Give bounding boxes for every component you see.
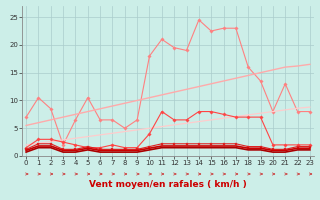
X-axis label: Vent moyen/en rafales ( km/h ): Vent moyen/en rafales ( km/h ) bbox=[89, 180, 247, 189]
